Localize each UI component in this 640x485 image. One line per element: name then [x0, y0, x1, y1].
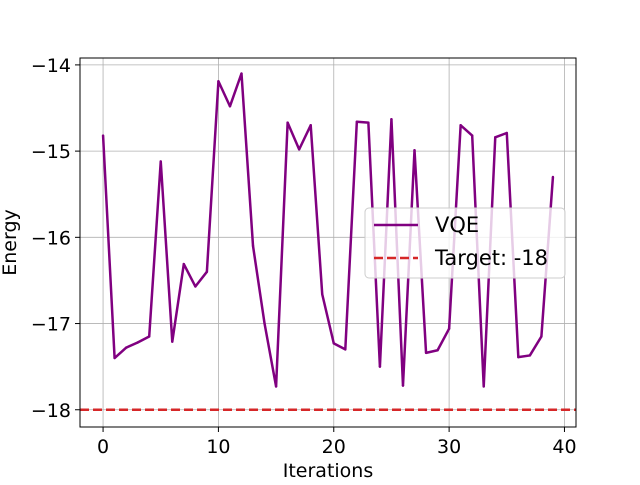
data-point: [344, 348, 347, 351]
data-point: [182, 262, 186, 266]
data-point: [551, 175, 555, 179]
data-point: [367, 121, 370, 124]
x-tick-label: 30: [437, 436, 461, 458]
data-point: [505, 131, 508, 135]
x-tick-label: 40: [552, 436, 576, 458]
data-point: [113, 356, 116, 360]
y-tick-label: −18: [31, 400, 71, 422]
data-point: [470, 134, 474, 137]
data-point: [297, 148, 301, 151]
y-tick-label: −16: [31, 227, 71, 249]
y-tick-label: −14: [31, 55, 71, 77]
x-tick-label: 0: [97, 436, 109, 458]
y-axis-label: Energy: [0, 209, 21, 276]
data-point: [447, 327, 451, 330]
data-point: [274, 385, 278, 388]
data-point: [459, 124, 462, 127]
data-point: [321, 293, 324, 296]
data-point: [194, 285, 197, 288]
data-point: [286, 121, 289, 124]
x-tick-label: 20: [322, 436, 346, 458]
data-point: [148, 335, 151, 338]
data-point: [494, 136, 497, 139]
legend-label-vqe: VQE: [435, 213, 479, 237]
data-point: [124, 346, 128, 349]
data-point: [228, 105, 232, 108]
data-point: [413, 149, 416, 152]
data-point: [171, 340, 174, 343]
data-point: [136, 341, 139, 344]
data-point: [424, 351, 428, 355]
data-point: [217, 80, 220, 83]
x-tick-label: 10: [206, 436, 230, 458]
data-point: [528, 354, 532, 357]
data-point: [101, 134, 105, 137]
plot-frame: [79, 57, 577, 428]
data-point: [401, 384, 405, 387]
data-point: [332, 342, 335, 345]
data-point: [436, 349, 439, 352]
data-point: [240, 72, 243, 75]
legend: VQE Target: -18: [364, 207, 566, 279]
axis-ticks: 0 10 20 30 40 −18 −17 −16 −15 −14: [31, 55, 577, 458]
x-axis-label: Iterations: [283, 460, 374, 480]
data-point: [517, 355, 520, 359]
data-point: [378, 365, 382, 368]
y-tick-label: −17: [31, 314, 71, 336]
data-point: [390, 118, 393, 121]
data-point: [263, 322, 266, 325]
data-point: [482, 385, 485, 388]
data-point: [355, 120, 359, 123]
data-point: [540, 335, 543, 338]
y-tick-label: −15: [31, 141, 71, 163]
data-point: [309, 124, 312, 127]
data-point: [205, 270, 209, 274]
data-point: [159, 160, 162, 163]
legend-label-target: Target: -18: [434, 246, 548, 270]
data-point: [251, 244, 255, 248]
